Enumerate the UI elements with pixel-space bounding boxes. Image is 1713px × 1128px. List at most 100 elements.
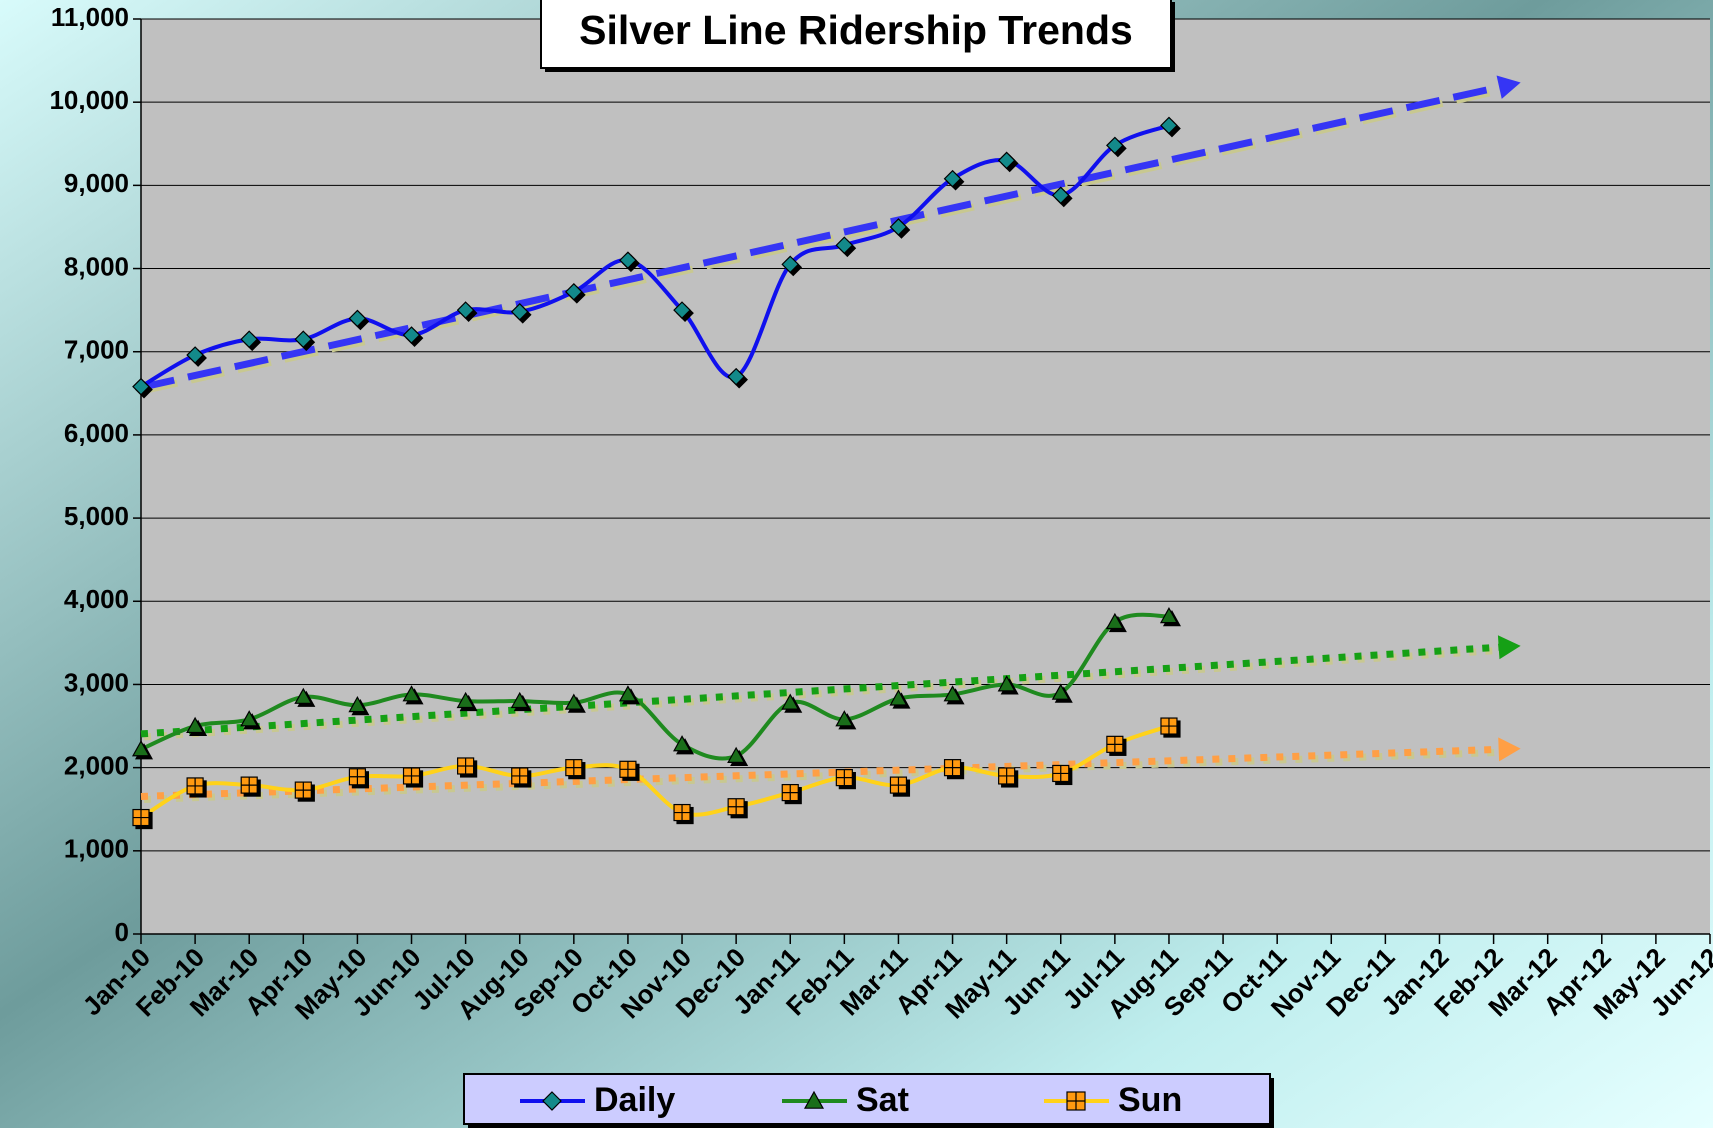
marker <box>727 798 745 816</box>
marker-cross <box>619 761 636 778</box>
y-tick-label: 9,000 <box>64 168 129 198</box>
marker <box>619 251 637 270</box>
marker <box>889 218 908 236</box>
marker-cross <box>998 767 1015 784</box>
marker-cross <box>295 782 312 799</box>
marker-cross <box>403 767 420 784</box>
marker <box>186 716 205 734</box>
trendline <box>140 643 1499 738</box>
trendline <box>140 83 1500 391</box>
y-tick-label: 7,000 <box>64 335 129 365</box>
marker <box>673 301 691 319</box>
marker-cross <box>1106 736 1123 753</box>
marker <box>1105 612 1124 630</box>
marker <box>889 776 908 794</box>
marker <box>997 151 1016 170</box>
marker-cross <box>187 777 204 794</box>
marker-cross <box>1160 718 1177 735</box>
legend-label: Sun <box>1118 1081 1182 1119</box>
marker <box>294 687 313 704</box>
marker <box>132 808 150 827</box>
trendline-arrow <box>1497 635 1521 660</box>
marker <box>1106 136 1124 155</box>
marker <box>294 330 313 349</box>
marker-cross <box>511 767 528 784</box>
marker <box>240 776 258 794</box>
marker <box>402 326 421 344</box>
marker-cross <box>1052 765 1069 782</box>
y-tick-label: 2,000 <box>64 751 129 781</box>
marker-cross <box>241 777 258 794</box>
marker <box>1160 717 1178 735</box>
marker <box>781 693 800 710</box>
marker <box>348 768 367 786</box>
marker <box>835 769 853 787</box>
y-tick-label: 10,000 <box>49 85 129 115</box>
marker <box>1159 607 1178 624</box>
marker <box>456 301 475 319</box>
marker <box>943 685 962 702</box>
marker-cross <box>674 804 691 821</box>
y-tick-label: 5,000 <box>64 501 129 531</box>
marker-cross <box>1067 1092 1085 1110</box>
marker-cross <box>133 809 149 826</box>
legend-label: Daily <box>594 1081 675 1119</box>
marker <box>564 693 583 710</box>
marker <box>619 760 637 778</box>
marker <box>781 255 800 274</box>
marker <box>294 781 312 799</box>
plot-area: 0 1,000 2,000 3,000 4,000 5,000 6,000 7,000 8,00… <box>49 2 1713 1026</box>
marker <box>186 777 204 795</box>
marker-cross <box>728 798 745 815</box>
marker <box>131 740 151 757</box>
marker <box>998 767 1016 785</box>
y-tick-label: 0 <box>115 917 129 947</box>
plot-background <box>141 19 1710 934</box>
trendline <box>140 745 1499 800</box>
y-tick-label: 8,000 <box>64 251 129 281</box>
y-tick-label: 11,000 <box>51 2 129 32</box>
marker <box>542 1091 562 1111</box>
marker <box>1066 1091 1086 1111</box>
marker <box>889 689 908 706</box>
marker-cross <box>836 769 853 786</box>
marker <box>348 309 367 328</box>
marker <box>1051 186 1070 205</box>
marker <box>673 735 692 752</box>
marker <box>564 282 583 301</box>
marker <box>997 675 1016 692</box>
marker-cross <box>457 757 474 774</box>
marker <box>132 377 150 396</box>
marker-cross <box>944 759 961 776</box>
legend-label: Sat <box>856 1081 909 1119</box>
legend <box>463 1073 1271 1125</box>
marker <box>565 759 583 777</box>
marker <box>1051 683 1070 700</box>
marker <box>835 710 854 727</box>
marker <box>186 346 204 364</box>
marker <box>240 710 259 727</box>
chart-title: Silver Line Ridership Trends <box>579 7 1133 53</box>
marker <box>1052 764 1070 783</box>
marker-cross <box>782 784 799 801</box>
marker <box>618 685 637 702</box>
marker <box>402 767 421 785</box>
marker <box>943 759 962 777</box>
y-tick-label: 6,000 <box>64 418 129 448</box>
marker <box>402 685 421 702</box>
marker <box>1106 735 1124 753</box>
marker <box>510 302 529 321</box>
y-tick-label: 3,000 <box>64 667 129 697</box>
marker-cross <box>890 777 907 794</box>
marker <box>673 803 691 822</box>
marker <box>835 236 854 255</box>
trendline-arrow <box>1496 75 1521 99</box>
y-tick-label: 1,000 <box>64 834 129 864</box>
marker-cross <box>349 768 366 785</box>
marker <box>727 367 745 386</box>
marker <box>803 1090 825 1109</box>
marker <box>943 169 962 188</box>
marker <box>1160 116 1178 135</box>
marker <box>348 696 367 713</box>
